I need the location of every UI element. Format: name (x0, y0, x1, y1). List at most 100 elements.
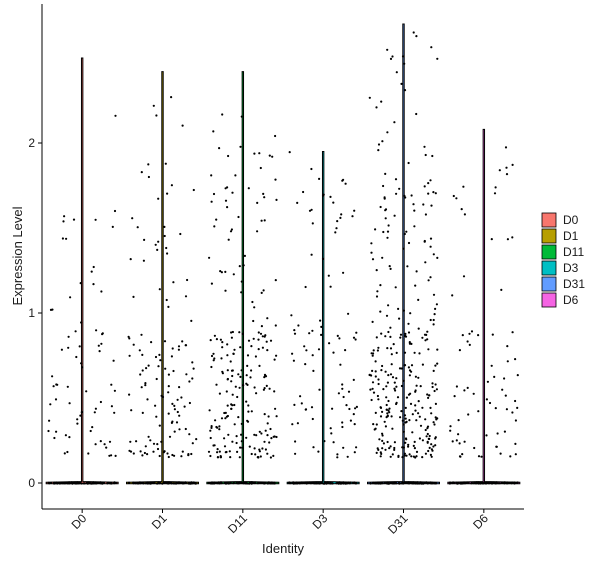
cell-point (158, 454, 161, 458)
cell-point (401, 456, 404, 459)
cell-point (466, 340, 469, 343)
cell-point (76, 418, 79, 421)
cell-point (260, 481, 263, 484)
cell-point (404, 196, 407, 199)
cell-point (430, 204, 433, 207)
cell-point (514, 358, 517, 361)
cell-point (215, 338, 218, 341)
cell-point (404, 332, 407, 335)
cell-point (310, 253, 313, 256)
cell-point (159, 359, 162, 362)
cell-point (268, 482, 271, 485)
cell-point (407, 241, 411, 245)
cell-point (271, 155, 274, 158)
cell-point (185, 373, 188, 376)
cell-point (161, 395, 165, 399)
cell-point (210, 481, 213, 485)
cell-point (272, 454, 275, 457)
cell-point (177, 345, 181, 348)
cell-point (434, 307, 437, 310)
cell-point (297, 324, 300, 327)
cell-point (262, 388, 265, 391)
cell-point (380, 452, 383, 455)
cell-point (173, 404, 176, 407)
cell-point (311, 222, 314, 225)
violin-group-D11 (206, 71, 280, 485)
cell-point (427, 182, 430, 185)
cell-point (413, 351, 416, 354)
cell-point (304, 481, 307, 484)
cell-point (432, 323, 435, 326)
cell-point (387, 399, 390, 403)
cell-point (227, 433, 230, 436)
cell-point (227, 238, 230, 241)
cell-point (398, 482, 402, 485)
cell-point (377, 346, 380, 349)
cell-point (390, 415, 393, 418)
cell-point (435, 388, 438, 391)
cell-point (60, 482, 63, 485)
cell-point (413, 447, 416, 450)
cell-point (110, 454, 113, 457)
cell-point (181, 450, 184, 453)
cell-point (209, 339, 212, 342)
cell-point (167, 385, 170, 388)
cell-point (340, 213, 343, 216)
cell-point (236, 395, 239, 399)
cell-point (404, 417, 407, 420)
cell-point (435, 418, 438, 421)
cell-point (506, 345, 509, 348)
cell-point (172, 482, 175, 485)
cell-point (371, 369, 374, 372)
cell-point (407, 445, 410, 448)
cell-point (129, 258, 132, 261)
cell-point (219, 455, 222, 458)
cell-point (391, 55, 394, 58)
cell-point (429, 318, 432, 322)
cell-point (220, 271, 223, 274)
cell-point (393, 448, 396, 451)
cell-point (403, 414, 407, 417)
cell-point (221, 341, 224, 344)
cell-point (395, 71, 398, 74)
cell-point (393, 121, 396, 124)
cell-point (511, 163, 514, 166)
cell-point (140, 333, 143, 336)
cell-point (493, 482, 497, 485)
cell-point (387, 330, 390, 334)
cell-point (432, 445, 435, 448)
cell-point (209, 436, 212, 440)
cell-point (255, 392, 258, 395)
cell-point (349, 481, 352, 484)
cell-point (341, 179, 344, 182)
cell-point (403, 232, 406, 236)
cell-point (409, 312, 412, 315)
cell-point (510, 482, 513, 485)
cell-point (252, 337, 255, 340)
cell-point (94, 218, 97, 221)
cell-point (402, 379, 405, 382)
cell-point (263, 219, 266, 222)
cell-point (96, 481, 99, 485)
cell-point (500, 288, 503, 291)
legend-label: D6 (563, 293, 579, 307)
cell-point (381, 410, 384, 413)
cell-point (209, 429, 212, 432)
cell-point (386, 440, 389, 444)
cell-point (434, 402, 437, 405)
cell-point (151, 481, 154, 484)
cell-point (382, 388, 385, 391)
cell-point (462, 185, 465, 188)
cell-point (379, 310, 382, 313)
cell-point (210, 426, 213, 429)
cell-point (170, 96, 173, 99)
cell-point (461, 453, 464, 456)
cell-point (488, 401, 492, 405)
cell-point (369, 482, 372, 485)
cell-point (225, 450, 228, 454)
legend-swatch (541, 228, 557, 244)
cell-point (427, 437, 430, 440)
cell-point (134, 482, 137, 485)
cell-point (166, 252, 169, 255)
cell-point (66, 450, 69, 454)
